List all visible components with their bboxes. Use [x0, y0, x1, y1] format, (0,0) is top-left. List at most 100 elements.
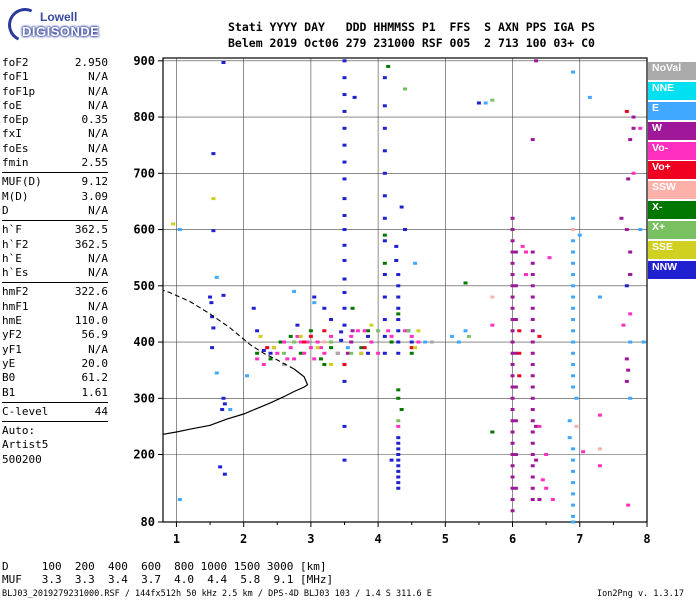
echo-point [530, 138, 535, 142]
echo-point [619, 216, 624, 220]
legend-entry: SSE [648, 241, 696, 260]
y-tick-label: 80 [141, 515, 155, 529]
echo-point [382, 295, 387, 299]
echo-point [628, 138, 633, 142]
param-name: yF1 [2, 342, 22, 356]
echo-point [510, 318, 515, 322]
echo-point [490, 295, 495, 299]
echo-point [550, 498, 555, 502]
echo-point [510, 453, 515, 457]
echo-point [220, 408, 225, 412]
y-tick-label: 200 [133, 448, 155, 462]
echo-point [350, 306, 355, 310]
param-name: foE [2, 98, 22, 112]
echo-point [510, 363, 515, 367]
echo-point [544, 486, 549, 490]
echo-point [221, 396, 226, 400]
echo-point [322, 329, 327, 333]
echo-point [513, 486, 518, 490]
echo-point [396, 318, 401, 322]
param-row: h`F2 362.5 [2, 238, 108, 252]
echo-point [530, 441, 535, 445]
echo-point [382, 194, 387, 198]
echo-point [261, 363, 266, 367]
param-name: foEp [2, 113, 29, 127]
echo-point [399, 408, 404, 412]
echo-point [302, 351, 307, 355]
echo-point [517, 374, 522, 378]
echo-point [571, 481, 576, 485]
echo-point [571, 514, 576, 518]
param-row: yF1 N/A [2, 343, 108, 357]
echo-point [510, 464, 515, 468]
param-name: B0 [2, 371, 16, 385]
param-value: N/A [88, 70, 108, 84]
software-version: Ion2Png v. 1.3.17 [597, 589, 684, 599]
echo-point [567, 436, 572, 440]
echo-point [510, 261, 515, 265]
y-tick-label: 800 [133, 110, 155, 124]
echo-point [510, 441, 515, 445]
echo-point [574, 396, 579, 400]
echo-point [369, 323, 374, 327]
params-group-profile: hmF2 322.6 hmF1 N/A hmE 110.0 yF2 56.9 yF1 N/A yE 2… [2, 285, 108, 399]
echo-point [322, 363, 327, 367]
param-name: MUF(D) [2, 175, 42, 189]
param-value: 1.61 [81, 385, 109, 399]
x-tick-label: 6 [509, 532, 516, 546]
echo-point [413, 346, 418, 350]
echo-point [342, 424, 347, 428]
param-row: h`F 362.5 [2, 223, 108, 237]
echo-point [571, 318, 576, 322]
param-row: foF2 2.950 [2, 56, 108, 70]
echo-point [349, 351, 354, 355]
echo-point [624, 109, 629, 113]
echo-point [571, 492, 576, 496]
echo-point [510, 329, 515, 333]
echo-point [295, 323, 300, 327]
x-tick-label: 5 [442, 532, 449, 546]
param-row: h`Es N/A [2, 266, 108, 280]
echo-point [308, 329, 313, 333]
echo-point [396, 475, 401, 479]
params-group-virtual-heights: h`F 362.5 h`F2 362.5 h`E N/A h`Es N/A [2, 223, 108, 280]
param-value: N/A [88, 127, 108, 141]
echo-point [342, 177, 347, 181]
echo-point [268, 357, 273, 361]
echo-point [396, 441, 401, 445]
params-divider [2, 172, 108, 174]
echo-point [513, 453, 518, 457]
echo-point [530, 419, 535, 423]
params-divider [2, 220, 108, 222]
param-row: foE N/A [2, 99, 108, 113]
param-name: D [2, 203, 9, 217]
echo-point [382, 216, 387, 220]
param-name: M(D) [2, 189, 29, 203]
echo-point [597, 447, 602, 451]
echo-point [342, 160, 347, 164]
echo-point [255, 357, 260, 361]
param-value: 0.35 [81, 113, 109, 127]
echo-point [530, 340, 535, 344]
echo-point [571, 385, 576, 389]
echo-point [513, 351, 518, 355]
legend-entry: E [648, 101, 696, 120]
echo-point [628, 340, 633, 344]
echo-point [211, 229, 216, 233]
echo-point [567, 419, 572, 423]
param-row: MUF(D) 9.12 [2, 175, 108, 189]
echo-point [288, 334, 293, 338]
echo-point [292, 340, 297, 344]
params-divider [2, 282, 108, 284]
echo-point [394, 244, 399, 248]
echo-point [571, 329, 576, 333]
echo-point [409, 334, 414, 338]
echo-point [524, 250, 528, 254]
echo-point [394, 258, 399, 262]
echo-point [355, 329, 360, 333]
echo-point [530, 486, 535, 490]
echo-point [342, 126, 347, 130]
echo-point [329, 346, 334, 350]
echo-point [540, 478, 545, 482]
echo-point [386, 64, 391, 68]
